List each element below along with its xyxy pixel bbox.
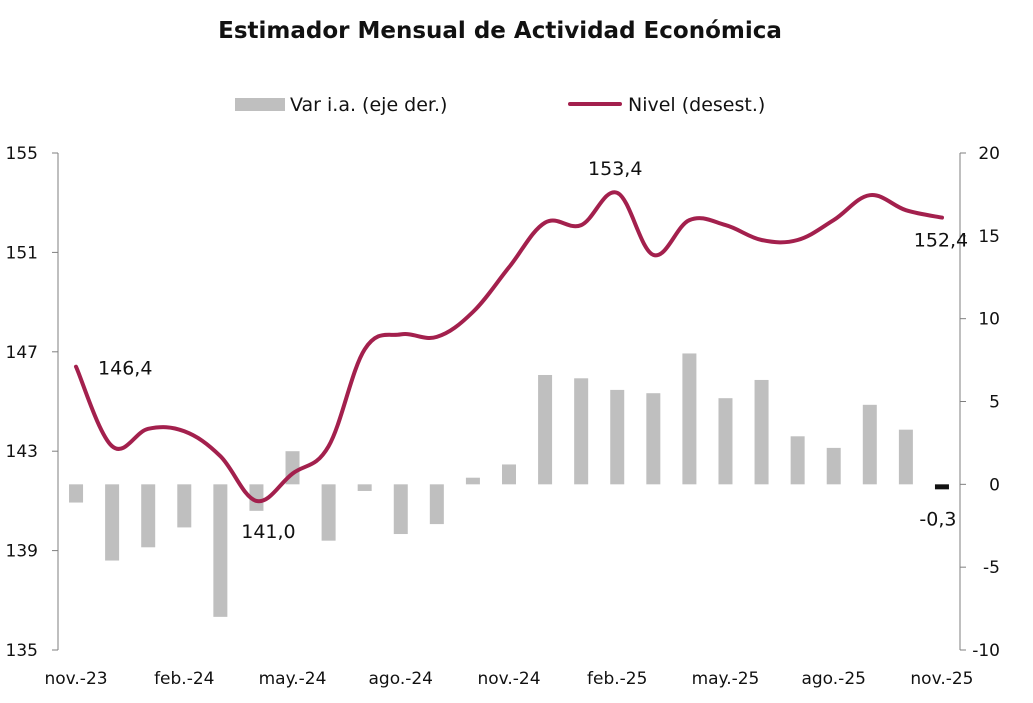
x-tick-label: nov.-25: [910, 669, 973, 689]
bar: [610, 389, 625, 485]
legend-swatch-bar: [235, 98, 285, 111]
bar: [538, 374, 553, 485]
y-right-tick-label: 10: [978, 310, 1000, 330]
bar: [213, 484, 228, 617]
bar: [754, 379, 769, 485]
y-right-tick-label: 20: [978, 144, 1000, 164]
legend-label-nivel: Nivel (desest.): [628, 94, 765, 116]
bar: [429, 484, 444, 525]
bar: [826, 447, 841, 485]
y-left-tick-label: 143: [6, 442, 38, 462]
y-right-tick-label: 0: [989, 475, 1000, 495]
bar: [321, 484, 336, 541]
bar: [393, 484, 408, 535]
x-tick-label: feb.-24: [154, 669, 214, 689]
bar: [934, 484, 949, 490]
bar: [790, 436, 805, 485]
bar: [249, 484, 264, 511]
chart-title: Estimador Mensual de Actividad Económica: [218, 18, 782, 44]
bar: [898, 429, 913, 485]
x-tick-label: feb.-25: [587, 669, 647, 689]
y-right-tick-label: 5: [989, 393, 1000, 413]
bar: [105, 484, 120, 561]
data-label: 152,4: [914, 230, 968, 252]
bar: [574, 378, 589, 485]
y-left-tick-label: 147: [6, 343, 38, 363]
bar: [357, 484, 372, 491]
x-tick-label: ago.-25: [801, 669, 865, 689]
y-left-tick-label: 135: [6, 641, 38, 661]
y-right-tick-label: 15: [978, 227, 1000, 247]
bar: [141, 484, 156, 548]
y-right-tick-label: -5: [983, 558, 1000, 578]
x-tick-label: nov.-24: [477, 669, 540, 689]
bar: [502, 464, 516, 485]
x-tick-label: nov.-23: [44, 669, 107, 689]
bar: [682, 353, 697, 485]
y-left-tick-label: 139: [6, 542, 38, 562]
bar: [646, 393, 661, 485]
line-series-nivel: [74, 190, 944, 504]
y-left-tick-label: 155: [6, 144, 38, 164]
bar: [177, 484, 192, 528]
data-label: 141,0: [241, 521, 295, 543]
legend-label-var: Var i.a. (eje der.): [290, 94, 447, 116]
y-right-tick-label: -10: [972, 641, 1000, 661]
x-tick-label: ago.-24: [369, 669, 433, 689]
data-label: 146,4: [98, 358, 152, 380]
bar: [718, 398, 733, 485]
bar: [862, 404, 877, 485]
data-label: -0,3: [919, 508, 956, 530]
y-left-tick-label: 151: [6, 243, 38, 263]
data-label: 153,4: [588, 158, 642, 180]
bar: [465, 477, 480, 485]
x-tick-label: may.-24: [259, 669, 327, 689]
bar: [69, 484, 84, 503]
x-tick-label: may.-25: [692, 669, 760, 689]
